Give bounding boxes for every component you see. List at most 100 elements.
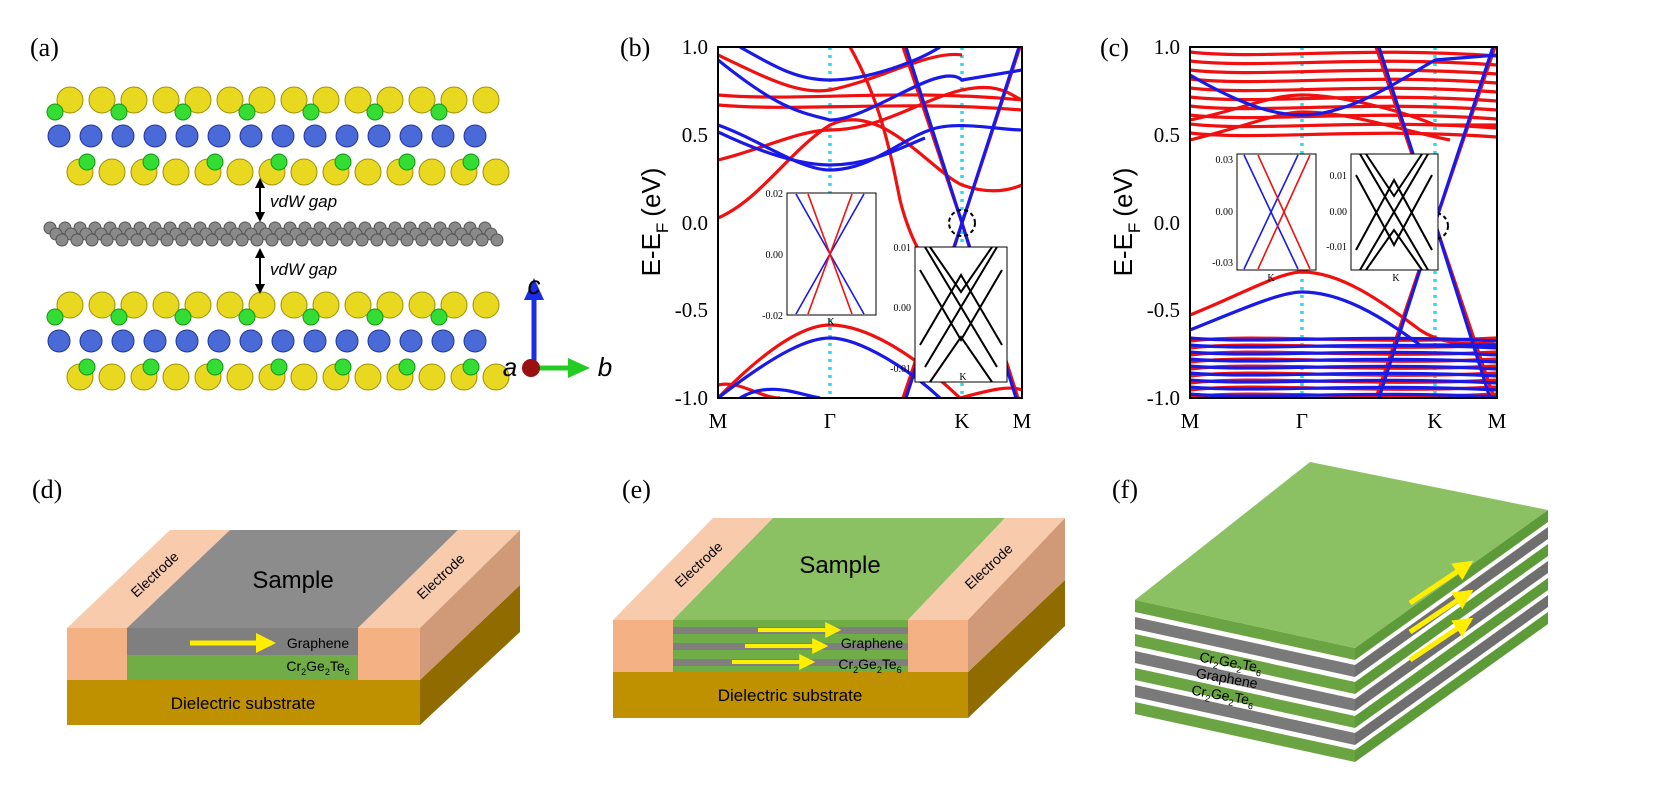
text-part: Cr (286, 658, 301, 674)
shape (1408, 617, 1474, 663)
atom-te (418, 158, 446, 186)
layer-label: Cr2Ge2Te6 (838, 656, 901, 675)
panel-label: (d) (32, 475, 62, 504)
y-tick-label: -1.0 (1147, 386, 1180, 410)
atom-te (216, 86, 244, 114)
atom-ge (334, 153, 352, 171)
atom-c (55, 233, 69, 247)
atom-cr (335, 329, 359, 353)
atom-c (235, 233, 249, 247)
atom-cr (463, 124, 487, 148)
inset-tick: -0.02 (762, 311, 783, 322)
shape (718, 118, 1022, 220)
inset: 0.02 0.00 -0.02 K (762, 189, 877, 328)
atom-ge (46, 103, 64, 121)
atom-ge (302, 308, 320, 326)
text-part: Te (330, 658, 345, 674)
shape (919, 246, 1003, 383)
x-tick-label: Γ (1296, 409, 1308, 433)
x-tick-label: M (1488, 409, 1507, 433)
crystal-layer-bottom (46, 291, 510, 391)
atom-cr (239, 124, 263, 148)
shape (67, 628, 127, 680)
inset-tick: 0.00 (766, 250, 784, 261)
panel-f: (f) Cr2Ge2Te6 Graphene Cr2Ge2Te6 (1112, 462, 1548, 762)
inset-tick: -0.01 (1326, 242, 1347, 253)
atom-c (460, 233, 474, 247)
atom-cr (143, 329, 167, 353)
shape (613, 620, 673, 672)
inset-tick: K (959, 372, 967, 383)
shape (908, 620, 968, 672)
atom-cr (431, 329, 455, 353)
atom-te (162, 158, 190, 186)
atom-cr (399, 124, 423, 148)
y-tick-label: 0.0 (1154, 211, 1180, 235)
atom-c (250, 233, 264, 247)
panel-label: (e) (622, 475, 651, 504)
atom-cr (367, 329, 391, 353)
atom-cr (271, 124, 295, 148)
atom-ge (142, 153, 160, 171)
atom-c (100, 233, 114, 247)
shape (127, 530, 458, 628)
shape (1350, 153, 1439, 271)
atom-c (415, 233, 429, 247)
atom-te (98, 363, 126, 391)
text-part: 2 (301, 667, 306, 677)
panel-label: (b) (620, 33, 650, 62)
atom-ge (462, 358, 480, 376)
atom-te (440, 291, 468, 319)
shape (1243, 154, 1299, 270)
text-part: Te (882, 656, 897, 672)
band (1190, 371, 1497, 378)
panel-label: (a) (30, 33, 59, 62)
inset-tick: 0.00 (894, 303, 912, 314)
shape (718, 58, 1022, 122)
shape (718, 336, 942, 398)
axis-label: c (528, 270, 541, 300)
substrate-label: Dielectric substrate (171, 694, 316, 713)
shape (1190, 336, 1497, 398)
inset-tick: 0.00 (1216, 207, 1234, 218)
text-part: 2 (1212, 660, 1219, 671)
band (1190, 50, 1497, 58)
band (1190, 364, 1497, 371)
panel-b: (b) 1.0 0.5 0.0 -0.5 -1.0 M Γ K M E-EF (e… (620, 33, 1032, 433)
inset-tick: 0.00 (1330, 207, 1348, 218)
shape (968, 518, 1065, 672)
inset-tick: 0.02 (766, 189, 784, 200)
slab-front (1135, 634, 1355, 694)
text-part: (eV) (636, 168, 666, 217)
text-part: 6 (1247, 701, 1254, 712)
inset-tick: -0.01 (890, 364, 911, 375)
atom-ge (270, 358, 288, 376)
shape (420, 585, 520, 725)
layer-label: Graphene (287, 635, 349, 651)
slab-top (1135, 462, 1548, 648)
atom-c (130, 233, 144, 247)
atom-cr (239, 329, 263, 353)
shape (786, 192, 877, 316)
x-ticks: M Γ K M (1181, 409, 1507, 433)
shape (948, 209, 976, 237)
shape (358, 628, 420, 680)
sample-label: Sample (252, 567, 333, 594)
text-part: (eV) (1108, 168, 1138, 217)
panel-a: (a) vdW gap vdW gap a b c (30, 33, 612, 391)
atom-c (265, 233, 279, 247)
y-axis-label: E-EF (eV) (1108, 168, 1144, 277)
shape (739, 47, 941, 82)
x-tick-label: M (1013, 409, 1032, 433)
atom-c (490, 233, 504, 247)
atom-cr (271, 329, 295, 353)
y-tick-label: 1.0 (682, 35, 708, 59)
text-part: 2 (853, 665, 858, 675)
band (1190, 131, 1497, 139)
inset-tick: K (827, 317, 835, 328)
substrate-label: Dielectric substrate (718, 686, 863, 705)
band (1190, 68, 1497, 76)
atom-ge (398, 358, 416, 376)
atom-te (312, 291, 340, 319)
shape (1257, 154, 1311, 270)
